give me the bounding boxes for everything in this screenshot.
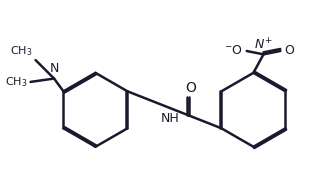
Text: CH$_3$: CH$_3$ [10,45,33,58]
Text: $N^{+}$: $N^{+}$ [254,37,273,53]
Text: NH: NH [160,112,179,125]
Text: O: O [185,81,196,95]
Text: N: N [49,62,59,75]
Text: CH$_3$: CH$_3$ [5,75,28,89]
Text: $^{-}$O: $^{-}$O [224,44,243,57]
Text: O: O [284,44,294,57]
